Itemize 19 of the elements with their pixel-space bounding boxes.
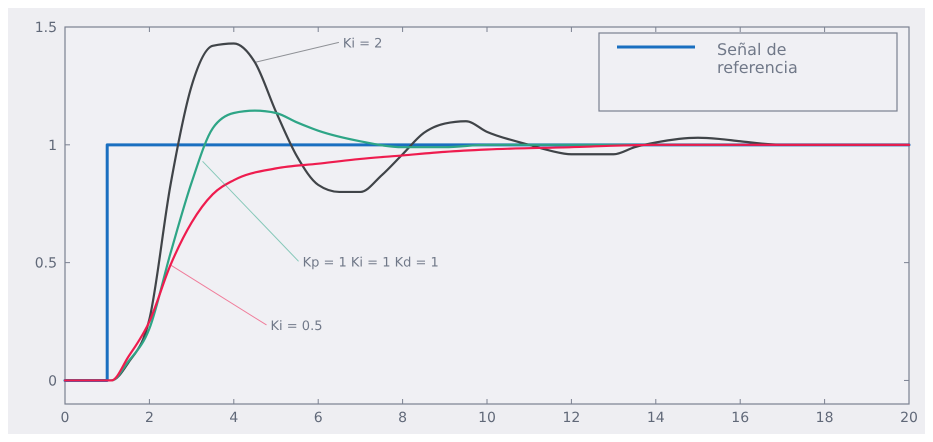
- x-tick-label: 20: [900, 410, 918, 426]
- x-tick-label: 2: [144, 410, 154, 426]
- x-tick-label: 0: [60, 410, 70, 426]
- y-tick-label: 1.5: [34, 20, 57, 36]
- x-tick-label: 4: [229, 410, 238, 426]
- y-tick-label: 0.5: [34, 256, 57, 272]
- x-tick-label: 18: [816, 410, 834, 426]
- x-tick-label: 12: [562, 410, 580, 426]
- x-tick-label: 8: [398, 410, 408, 426]
- legend-label: Señal de referencia: [717, 40, 798, 77]
- y-tick-label: 0: [48, 373, 57, 390]
- annotation: Ki = 0.5: [270, 318, 322, 334]
- x-tick-label: 14: [646, 410, 665, 426]
- x-tick-label: 10: [478, 410, 496, 426]
- annotation: Ki = 2: [342, 36, 382, 52]
- y-tick-label: 1: [48, 138, 57, 154]
- x-tick-label: 6: [314, 410, 323, 426]
- x-tick-label: 16: [731, 410, 750, 426]
- annotation: Kp = 1 Ki = 1 Kd = 1: [302, 255, 439, 270]
